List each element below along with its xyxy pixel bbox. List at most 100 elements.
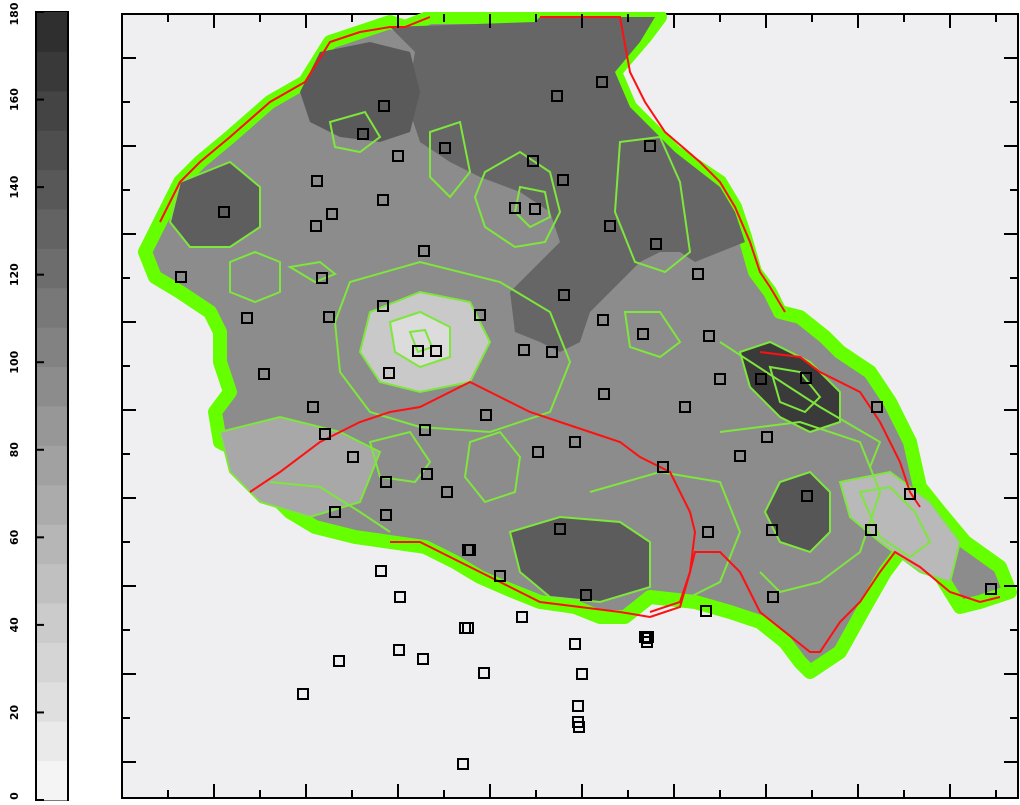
station-marker-icon	[474, 309, 486, 321]
station-marker-icon	[546, 346, 558, 358]
station-marker-icon	[679, 401, 691, 413]
station-marker-icon	[311, 175, 323, 187]
station-marker-icon	[598, 388, 610, 400]
station-marker-icon	[480, 409, 492, 421]
station-marker-icon	[597, 314, 609, 326]
contour-line	[229, 250, 281, 304]
station-marker-icon	[801, 490, 813, 502]
legend-color-step	[37, 406, 67, 446]
legend-color-steps	[37, 12, 67, 801]
station-marker-icon	[551, 90, 563, 102]
contour-line	[838, 470, 962, 584]
legend-color-step	[37, 484, 67, 525]
contour-line	[168, 160, 261, 248]
contour-line	[513, 185, 552, 229]
station-marker-icon	[516, 611, 528, 623]
dark-zone-northwest	[300, 42, 420, 142]
contour-line	[763, 470, 831, 554]
legend-color-step	[37, 169, 67, 210]
station-marker-icon	[329, 506, 341, 518]
station-marker-icon	[421, 468, 433, 480]
station-marker-icon	[326, 208, 338, 220]
station-marker-icon	[557, 174, 569, 186]
station-marker-icon	[297, 688, 309, 700]
station-marker-icon	[417, 653, 429, 665]
legend-color-step	[37, 248, 67, 289]
station-marker-icon	[347, 451, 359, 463]
color-scale-legend: 0 20 40 60 80 100 120 140 160 180	[8, 2, 69, 801]
station-marker-icon	[755, 373, 767, 385]
boundary-line	[540, 16, 786, 313]
legend-tick-label: 0	[8, 792, 21, 800]
contour-line	[218, 415, 382, 519]
station-marker-icon	[641, 636, 653, 648]
station-marker-icon	[761, 431, 773, 443]
station-marker-icon	[319, 428, 331, 440]
legend-color-step	[37, 90, 67, 131]
legend-color-step	[37, 721, 67, 762]
station-marker-icon	[604, 220, 616, 232]
station-marker-icon	[766, 524, 778, 536]
legend-tick-label: 80	[8, 442, 21, 458]
light-zone-southwest	[220, 417, 380, 517]
station-marker-icon	[509, 202, 521, 214]
station-marker-icon	[357, 128, 369, 140]
station-marker-icon	[464, 544, 476, 556]
contour-line	[589, 470, 742, 603]
contour-line	[719, 420, 882, 594]
station-marker-icon	[323, 311, 335, 323]
legend-color-step	[37, 327, 67, 368]
station-marker-icon	[419, 424, 431, 436]
station-marker-icon	[800, 372, 812, 384]
station-marker-icon	[558, 289, 570, 301]
legend-ticks: 0 20 40 60 80 100 120 140 160 180	[8, 2, 44, 801]
legend-color-step	[37, 12, 67, 52]
map-frame-ticks	[122, 14, 1018, 798]
boundary-line	[390, 541, 651, 618]
legend-tick-label: 20	[8, 704, 21, 720]
station-marker-icon	[258, 368, 270, 380]
legend-color-step	[37, 681, 67, 722]
station-marker-icon	[377, 300, 389, 312]
station-marker-icon	[175, 271, 187, 283]
station-marker-icon	[700, 605, 712, 617]
boundary-line	[649, 550, 1001, 653]
lightest-zone-center	[390, 312, 450, 367]
boundary-line	[759, 351, 921, 508]
station-marker-icon	[518, 344, 530, 356]
station-marker-icon	[378, 100, 390, 112]
station-marker-icon	[377, 194, 389, 206]
station-marker-icon	[734, 450, 746, 462]
station-marker-icon	[380, 476, 392, 488]
station-marker-icon	[439, 142, 451, 154]
station-marker-icon	[532, 446, 544, 458]
legend-color-step	[37, 524, 67, 565]
station-marker-icon	[418, 245, 430, 257]
station-marker-icon	[478, 667, 490, 679]
light-zone-southeast	[840, 472, 960, 582]
station-marker-icon	[392, 150, 404, 162]
station-marker-icon	[529, 203, 541, 215]
legend-tick-label: 120	[8, 263, 21, 286]
station-marker-icon	[375, 565, 387, 577]
station-marker-icon	[650, 238, 662, 250]
contour-line	[613, 135, 692, 274]
station-marker-icon	[871, 401, 883, 413]
contour-line	[858, 485, 932, 559]
station-marker-icon	[554, 523, 566, 535]
contour-line	[719, 341, 882, 468]
station-marker-icon	[985, 583, 997, 595]
station-marker-icon	[393, 644, 405, 656]
legend-color-step	[37, 563, 67, 604]
station-marker-icon	[904, 488, 916, 500]
red-boundaries	[159, 16, 1001, 653]
station-marker-icon	[441, 486, 453, 498]
station-marker-icon	[333, 655, 345, 667]
station-marker-icon	[307, 401, 319, 413]
station-marker-icon	[596, 76, 608, 88]
station-marker-icon	[703, 330, 715, 342]
station-marker-icon	[310, 220, 322, 232]
legend-color-step	[37, 445, 67, 486]
station-marker-icon	[459, 622, 471, 634]
station-marker-icon	[527, 155, 539, 167]
